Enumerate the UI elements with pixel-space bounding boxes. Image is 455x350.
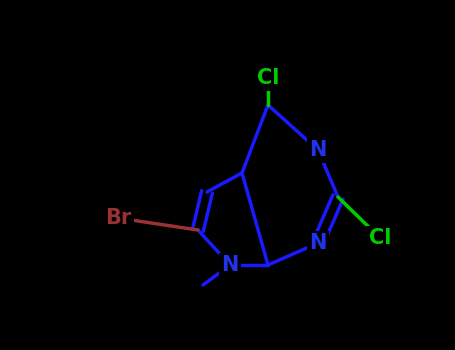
Text: N: N (221, 255, 239, 275)
Text: N: N (309, 233, 327, 253)
Text: Cl: Cl (369, 228, 391, 248)
Text: N: N (309, 140, 327, 160)
Text: Cl: Cl (257, 68, 279, 88)
Text: Br: Br (105, 208, 131, 228)
